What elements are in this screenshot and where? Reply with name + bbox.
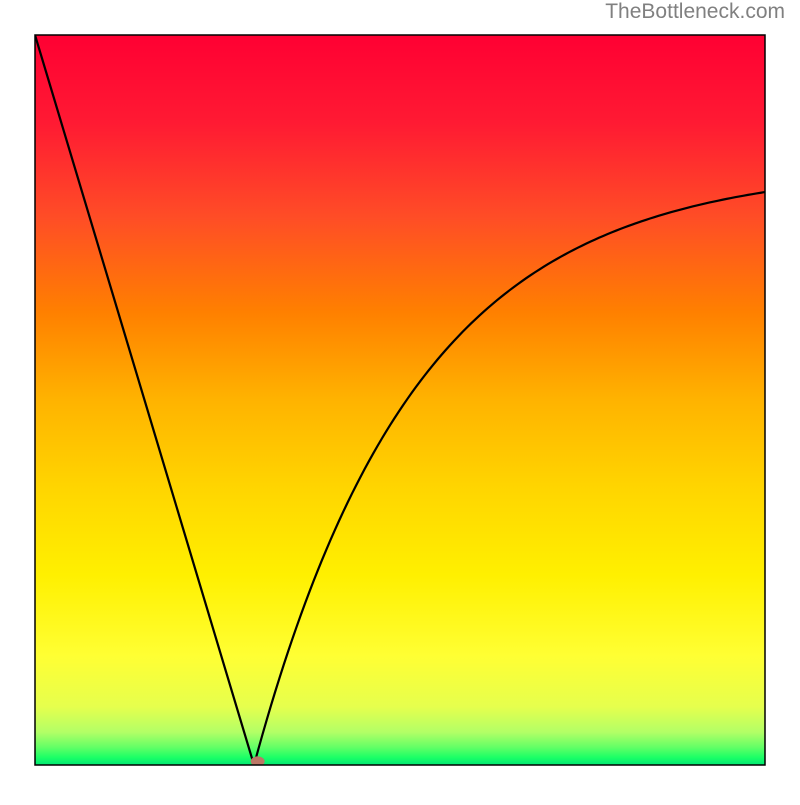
chart-container: { "watermark": { "text": "TheBottleneck.… bbox=[0, 0, 800, 800]
watermark-label: TheBottleneck.com bbox=[605, 0, 785, 24]
bottleneck-curve-plot bbox=[0, 0, 800, 800]
